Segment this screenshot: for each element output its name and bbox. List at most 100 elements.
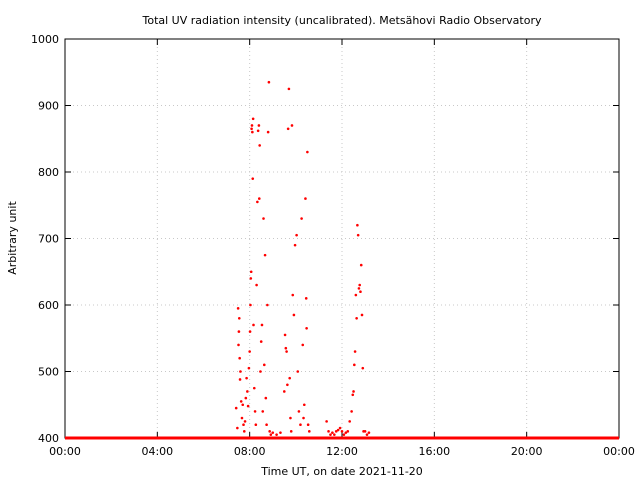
data-point	[249, 303, 252, 307]
data-point	[238, 378, 242, 381]
data-point	[344, 431, 348, 434]
data-point	[302, 403, 306, 407]
x-tick-label: 00:00	[49, 445, 81, 458]
data-point	[236, 426, 239, 430]
data-point	[291, 293, 295, 297]
data-point	[259, 340, 263, 343]
data-point	[237, 317, 241, 320]
data-point	[305, 326, 308, 330]
x-tick-label: 08:00	[234, 445, 266, 458]
data-point	[342, 433, 346, 436]
data-point	[325, 420, 328, 423]
chart-title: Total UV radiation intensity (uncalibrat…	[142, 14, 542, 27]
y-axis-label: Arbitrary unit	[6, 201, 19, 275]
data-point	[286, 127, 290, 131]
data-point	[353, 350, 357, 353]
x-tick-label: 00:00	[603, 445, 635, 458]
data-point	[243, 420, 247, 423]
data-point	[307, 430, 311, 433]
y-tick-label: 500	[38, 366, 59, 379]
data-point	[256, 129, 260, 133]
data-point	[245, 376, 248, 380]
data-point	[248, 330, 252, 333]
data-point	[289, 430, 293, 433]
data-point	[262, 363, 266, 367]
data-point	[249, 277, 253, 280]
grid	[65, 39, 619, 438]
data-point	[367, 431, 371, 434]
data-point	[365, 433, 369, 436]
data-point	[290, 124, 294, 127]
data-point	[254, 423, 258, 427]
data-point	[283, 333, 287, 337]
data-point	[292, 313, 296, 317]
data-point	[336, 428, 340, 432]
data-point	[244, 396, 248, 400]
data-point	[296, 370, 300, 373]
data-point	[300, 217, 303, 220]
data-point	[331, 431, 334, 434]
data-point	[241, 403, 245, 407]
data-point	[284, 346, 288, 350]
data-point	[304, 197, 307, 200]
data-point	[260, 323, 264, 327]
data-point	[279, 431, 282, 434]
data-point	[348, 420, 351, 423]
axis-ticks: 00:00 04:00 08:00 12:00 16:00 20:00 00:0040050…	[31, 33, 635, 458]
data-point	[252, 386, 256, 390]
data-point	[353, 363, 356, 367]
data-point	[285, 350, 288, 353]
data-point	[257, 124, 261, 127]
data-point	[253, 410, 257, 413]
data-point	[267, 80, 271, 84]
data-point	[263, 253, 267, 257]
data-point	[350, 410, 353, 413]
data-point	[346, 430, 350, 433]
data-point	[297, 410, 301, 413]
data-point	[255, 283, 258, 287]
data-point	[246, 390, 249, 393]
x-tick-label: 12:00	[326, 445, 358, 458]
data-point	[360, 313, 364, 317]
x-axis-label: Time UT, on date 2021-11-20	[260, 465, 423, 478]
data-point	[269, 433, 273, 436]
data-point	[306, 423, 310, 427]
data-point	[239, 370, 242, 373]
data-point	[293, 243, 297, 247]
y-tick-label: 1000	[31, 33, 59, 46]
data-point	[289, 416, 292, 420]
data-point	[275, 433, 278, 436]
data-point	[356, 223, 359, 227]
data-point	[236, 307, 240, 310]
data-point	[251, 117, 255, 121]
data-point	[252, 323, 255, 327]
data-point	[247, 366, 251, 370]
data-point	[266, 130, 270, 134]
data-point	[338, 426, 342, 430]
data-point	[327, 430, 330, 433]
data-point	[238, 356, 241, 360]
y-tick-label: 400	[38, 432, 59, 445]
data-point	[299, 423, 302, 427]
y-tick-label: 700	[38, 233, 59, 246]
data-point	[352, 390, 355, 393]
data-point	[288, 376, 291, 380]
x-tick-label: 20:00	[511, 445, 543, 458]
data-point	[239, 400, 243, 403]
data-point	[251, 130, 254, 134]
data-point	[287, 87, 291, 91]
data-point	[249, 270, 253, 274]
data-point	[306, 150, 309, 154]
data-point	[302, 416, 305, 420]
data-point	[250, 127, 253, 131]
data-point	[258, 144, 261, 147]
data-point	[295, 233, 298, 237]
data-point	[334, 430, 338, 433]
data-point	[359, 263, 363, 267]
y-tick-label: 900	[38, 100, 59, 113]
data-point	[268, 430, 271, 433]
y-tick-label: 800	[38, 166, 59, 179]
data-point	[242, 423, 245, 427]
data-point	[359, 290, 362, 294]
